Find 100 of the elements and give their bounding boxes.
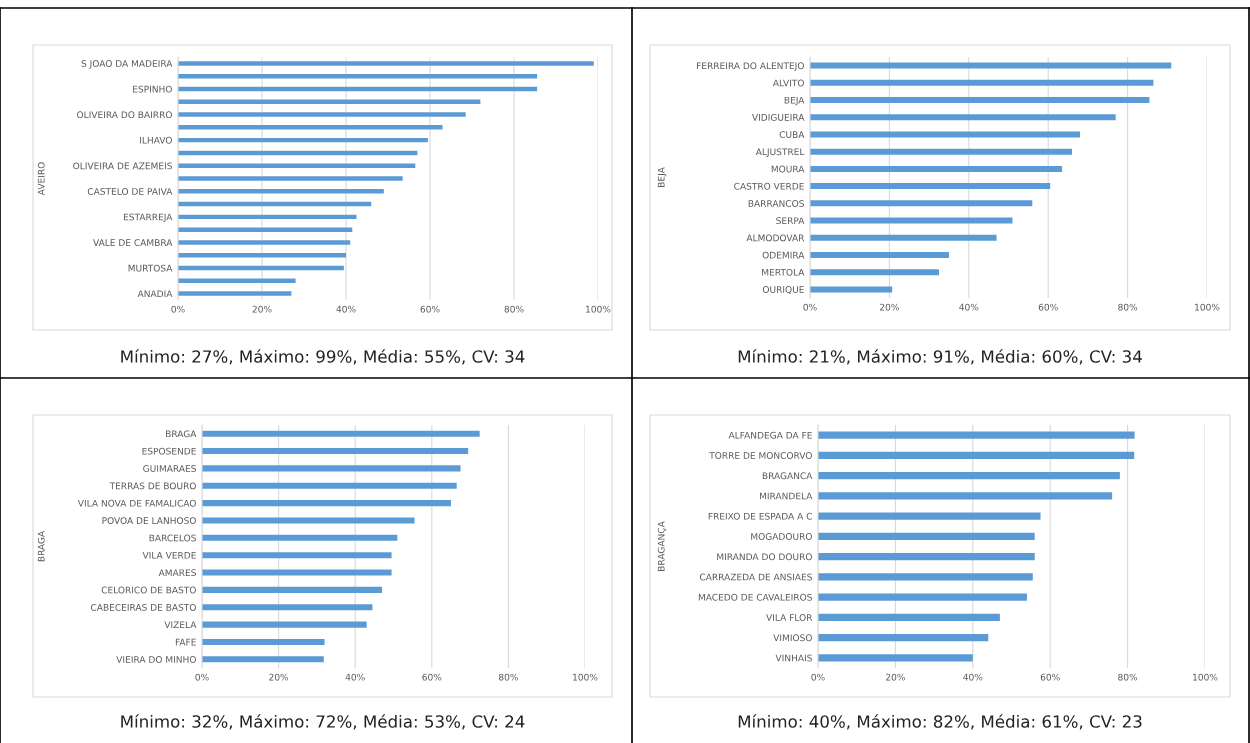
- x-tick-label: 80%: [1118, 673, 1138, 681]
- bar: [202, 430, 480, 437]
- text: Mínimo: 32%, Máximo: 72%, Média: 53%, CV: 24: [121, 714, 525, 730]
- x-tick-label: 100%: [573, 673, 598, 681]
- bar: [818, 613, 1000, 621]
- y-tick-label: OLIVEIRA DE AZEMEIS: [73, 162, 172, 170]
- y-tick-label: BRAGANCA: [762, 472, 813, 480]
- y-tick-label: VILA NOVA DE FAMALICAO: [77, 499, 196, 507]
- text: Mínimo: 27%, Máximo: 99%, Média: 55%, CV: 34: [121, 349, 525, 365]
- bar: [178, 61, 594, 66]
- bar: [178, 240, 351, 245]
- y-tick-label: CUBA: [779, 131, 805, 139]
- y-tick-label: FERREIRA DO ALENTEJO: [696, 62, 804, 71]
- x-tick-label: 60%: [1040, 673, 1060, 681]
- y-tick-label: BARCELOS: [149, 534, 196, 542]
- x-tick-label: 0%: [811, 673, 825, 681]
- bar: [810, 114, 1116, 121]
- bar: [202, 569, 392, 576]
- bar: [818, 654, 973, 662]
- x-tick-label: 0%: [195, 673, 209, 681]
- bar: [202, 534, 398, 541]
- x-tick-label: 80%: [498, 673, 518, 681]
- y-tick-label: OLIVEIRA DO BAIRRO: [77, 111, 172, 119]
- x-tick-label: 40%: [345, 673, 365, 681]
- text: Mínimo: 21%, Máximo: 91%, Média: 60%, CV: 34: [738, 349, 1142, 365]
- bar: [202, 586, 383, 593]
- y-tick-label: VILA FLOR: [766, 614, 813, 621]
- bar: [810, 131, 1080, 138]
- x-tick-label: 80%: [1118, 303, 1138, 311]
- y-tick-label: VIZELA: [164, 621, 197, 629]
- x-tick-label: 20%: [269, 673, 289, 681]
- y-tick-label: ESPOSENDE: [142, 447, 196, 455]
- bar: [818, 532, 1035, 540]
- bar: [810, 234, 997, 241]
- y-tick-label: VALE DE CAMBRA: [93, 239, 173, 247]
- y-tick-label: ANADIA: [137, 290, 173, 298]
- y-tick-label: ODEMIRA: [762, 251, 805, 259]
- y-tick-label: ALFANDEGA DA FE: [728, 431, 812, 439]
- y-tick-label: ALJUSTREL: [755, 148, 805, 157]
- y-tick-label: VIDIGUEIRA: [752, 113, 805, 121]
- bar: [810, 200, 1033, 207]
- y-tick-label: OURIQUE: [762, 286, 804, 294]
- bar: [202, 552, 392, 559]
- y-tick-label: VIEIRA DO MINHO: [116, 656, 196, 663]
- x-tick-label: 60%: [422, 673, 442, 681]
- y-tick-label: CASTELO DE PAIVA: [87, 188, 173, 195]
- x-tick-label: 100%: [1195, 303, 1220, 311]
- bar: [810, 286, 893, 293]
- y-tick-label: CABECEIRAS DE BASTO: [90, 603, 196, 611]
- y-tick-label: MOGADOURO: [751, 533, 812, 540]
- bar: [818, 451, 1135, 459]
- x-tick-label: 0%: [171, 305, 185, 313]
- y-tick-label: TORRE DE MONCORVO: [709, 452, 812, 459]
- bar: [818, 634, 989, 642]
- bar: [178, 176, 403, 181]
- y-axis-title: BEJA: [657, 167, 667, 187]
- x-tick-label: 20%: [886, 673, 905, 681]
- bar: [818, 492, 1113, 500]
- bar: [818, 553, 1035, 561]
- y-tick-label: MERTOLA: [762, 268, 805, 276]
- bar: [202, 500, 451, 507]
- bar: [178, 163, 416, 168]
- y-tick-label: GUIMARAES: [143, 465, 196, 472]
- x-tick-label: 80%: [504, 305, 524, 313]
- bar: [818, 573, 1033, 581]
- y-tick-label: MIRANDA DO DOURO: [717, 553, 812, 561]
- y-tick-label: ALVITO: [772, 79, 804, 87]
- y-tick-label: VILA VERDE: [142, 552, 196, 559]
- bar: [810, 165, 1063, 172]
- x-tick-label: 40%: [963, 673, 983, 681]
- bar: [202, 482, 457, 489]
- y-tick-label: FAFE: [175, 638, 196, 646]
- bar: [810, 251, 949, 258]
- y-tick-label: MOURA: [771, 165, 805, 173]
- y-tick-label: CASTRO VERDE: [734, 182, 804, 190]
- bar: [810, 97, 1150, 104]
- bar: [818, 431, 1135, 439]
- x-tick-label: 20%: [880, 303, 899, 311]
- bar: [202, 448, 469, 455]
- bar: [202, 604, 373, 611]
- bar: [178, 112, 466, 117]
- x-tick-label: 60%: [1038, 303, 1058, 311]
- bar: [810, 269, 940, 276]
- y-tick-label: VINHAIS: [775, 654, 812, 662]
- bar: [202, 656, 324, 663]
- bar: [202, 638, 325, 645]
- y-axis-title: BRAGANÇA: [657, 521, 667, 571]
- bar: [810, 79, 1154, 86]
- x-tick-label: 0%: [803, 303, 817, 311]
- x-tick-label: 40%: [336, 305, 356, 313]
- y-axis-title: BRAGA: [37, 530, 45, 562]
- y-tick-label: ESPINHO: [133, 85, 172, 93]
- text: Mínimo: 40%, Máximo: 82%, Média: 61%, CV: 23: [738, 714, 1142, 730]
- y-tick-label: BRAGA: [166, 430, 197, 438]
- y-tick-label: FREIXO DE ESPADA A C: [708, 512, 812, 520]
- bar: [810, 217, 1013, 224]
- y-tick-label: BEJA: [784, 96, 805, 106]
- x-tick-label: 20%: [252, 305, 272, 313]
- bar: [810, 62, 1172, 69]
- x-tick-label: 100%: [586, 305, 611, 313]
